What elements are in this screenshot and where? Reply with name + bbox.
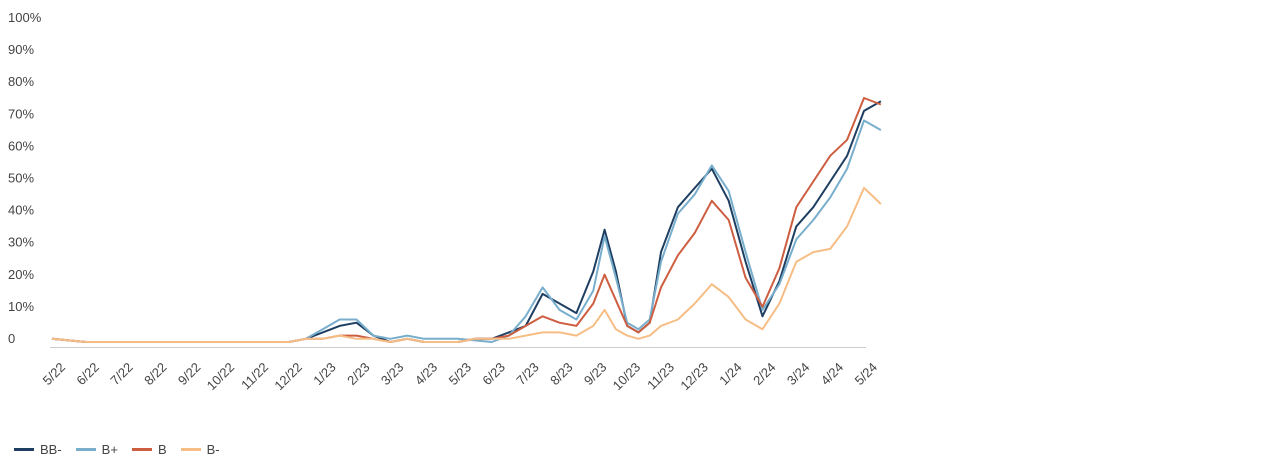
x-tick-label: 4/24 <box>818 360 847 389</box>
x-tick-label: 5/22 <box>40 360 69 389</box>
x-tick-label: 1/24 <box>716 360 745 389</box>
x-tick-label: 10/22 <box>204 360 238 394</box>
legend-item: B <box>131 442 167 457</box>
series-line-bplus <box>51 119 882 343</box>
y-tick-label: 10% <box>8 299 34 314</box>
legend-swatch <box>14 448 34 451</box>
y-tick-label: 50% <box>8 171 34 186</box>
legend-label: B+ <box>101 442 118 457</box>
x-tick-label: 8/22 <box>141 360 170 389</box>
legend-label: B <box>157 442 167 457</box>
x-tick-label: 5/24 <box>852 360 881 389</box>
x-tick-label: 6/22 <box>73 360 102 389</box>
x-tick-label: 7/23 <box>513 360 542 389</box>
y-tick-label: 100% <box>8 10 42 25</box>
y-tick-label: 30% <box>8 235 34 250</box>
x-tick-label: 8/23 <box>547 360 576 389</box>
series-line-bminus <box>51 186 882 343</box>
x-tick-label: 3/23 <box>378 360 407 389</box>
x-tick-label: 6/23 <box>479 360 508 389</box>
x-tick-label: 1/23 <box>310 360 339 389</box>
legend-label: B- <box>206 442 220 457</box>
x-tick-label: 2/23 <box>344 360 373 389</box>
legend-swatch <box>75 448 96 451</box>
legend-swatch <box>131 448 152 451</box>
x-tick-label: 9/22 <box>175 360 204 389</box>
legend-swatch <box>180 448 201 451</box>
x-tick-label: 9/23 <box>581 360 610 389</box>
x-tick-label: 2/24 <box>750 360 779 389</box>
x-tick-label: 7/22 <box>107 360 136 389</box>
x-tick-label: 12/22 <box>271 360 305 394</box>
x-tick-label: 11/22 <box>238 360 271 393</box>
series-line-bbminus <box>51 100 882 343</box>
y-axis: 0 10% 20% 30% 40% 50% 60% 70% 80% 90% 100% <box>8 10 42 346</box>
series-line-b <box>51 97 882 343</box>
x-tick-label: 11/23 <box>644 360 677 393</box>
x-tick-label: 3/24 <box>784 360 813 389</box>
y-tick-label: 0 <box>8 331 15 346</box>
y-tick-label: 90% <box>8 42 34 57</box>
legend-item: B- <box>180 442 220 457</box>
x-tick-label: 12/23 <box>677 360 711 394</box>
legend-item: B+ <box>75 442 118 457</box>
x-tick-label: 4/23 <box>412 360 441 389</box>
y-tick-label: 40% <box>8 203 34 218</box>
series-lines <box>51 97 882 343</box>
x-axis: 5/22 6/22 7/22 8/22 9/22 10/22 11/22 12/22 1/23 2… <box>40 360 881 394</box>
y-tick-label: 60% <box>8 138 34 153</box>
legend: BB- B+ B B- <box>14 442 220 457</box>
y-tick-label: 80% <box>8 74 34 89</box>
legend-label: BB- <box>40 442 62 457</box>
y-tick-label: 70% <box>8 106 34 121</box>
x-tick-label: 10/23 <box>610 360 644 394</box>
legend-item: BB- <box>14 442 62 457</box>
y-tick-label: 20% <box>8 267 34 282</box>
x-tick-label: 5/23 <box>446 360 475 389</box>
